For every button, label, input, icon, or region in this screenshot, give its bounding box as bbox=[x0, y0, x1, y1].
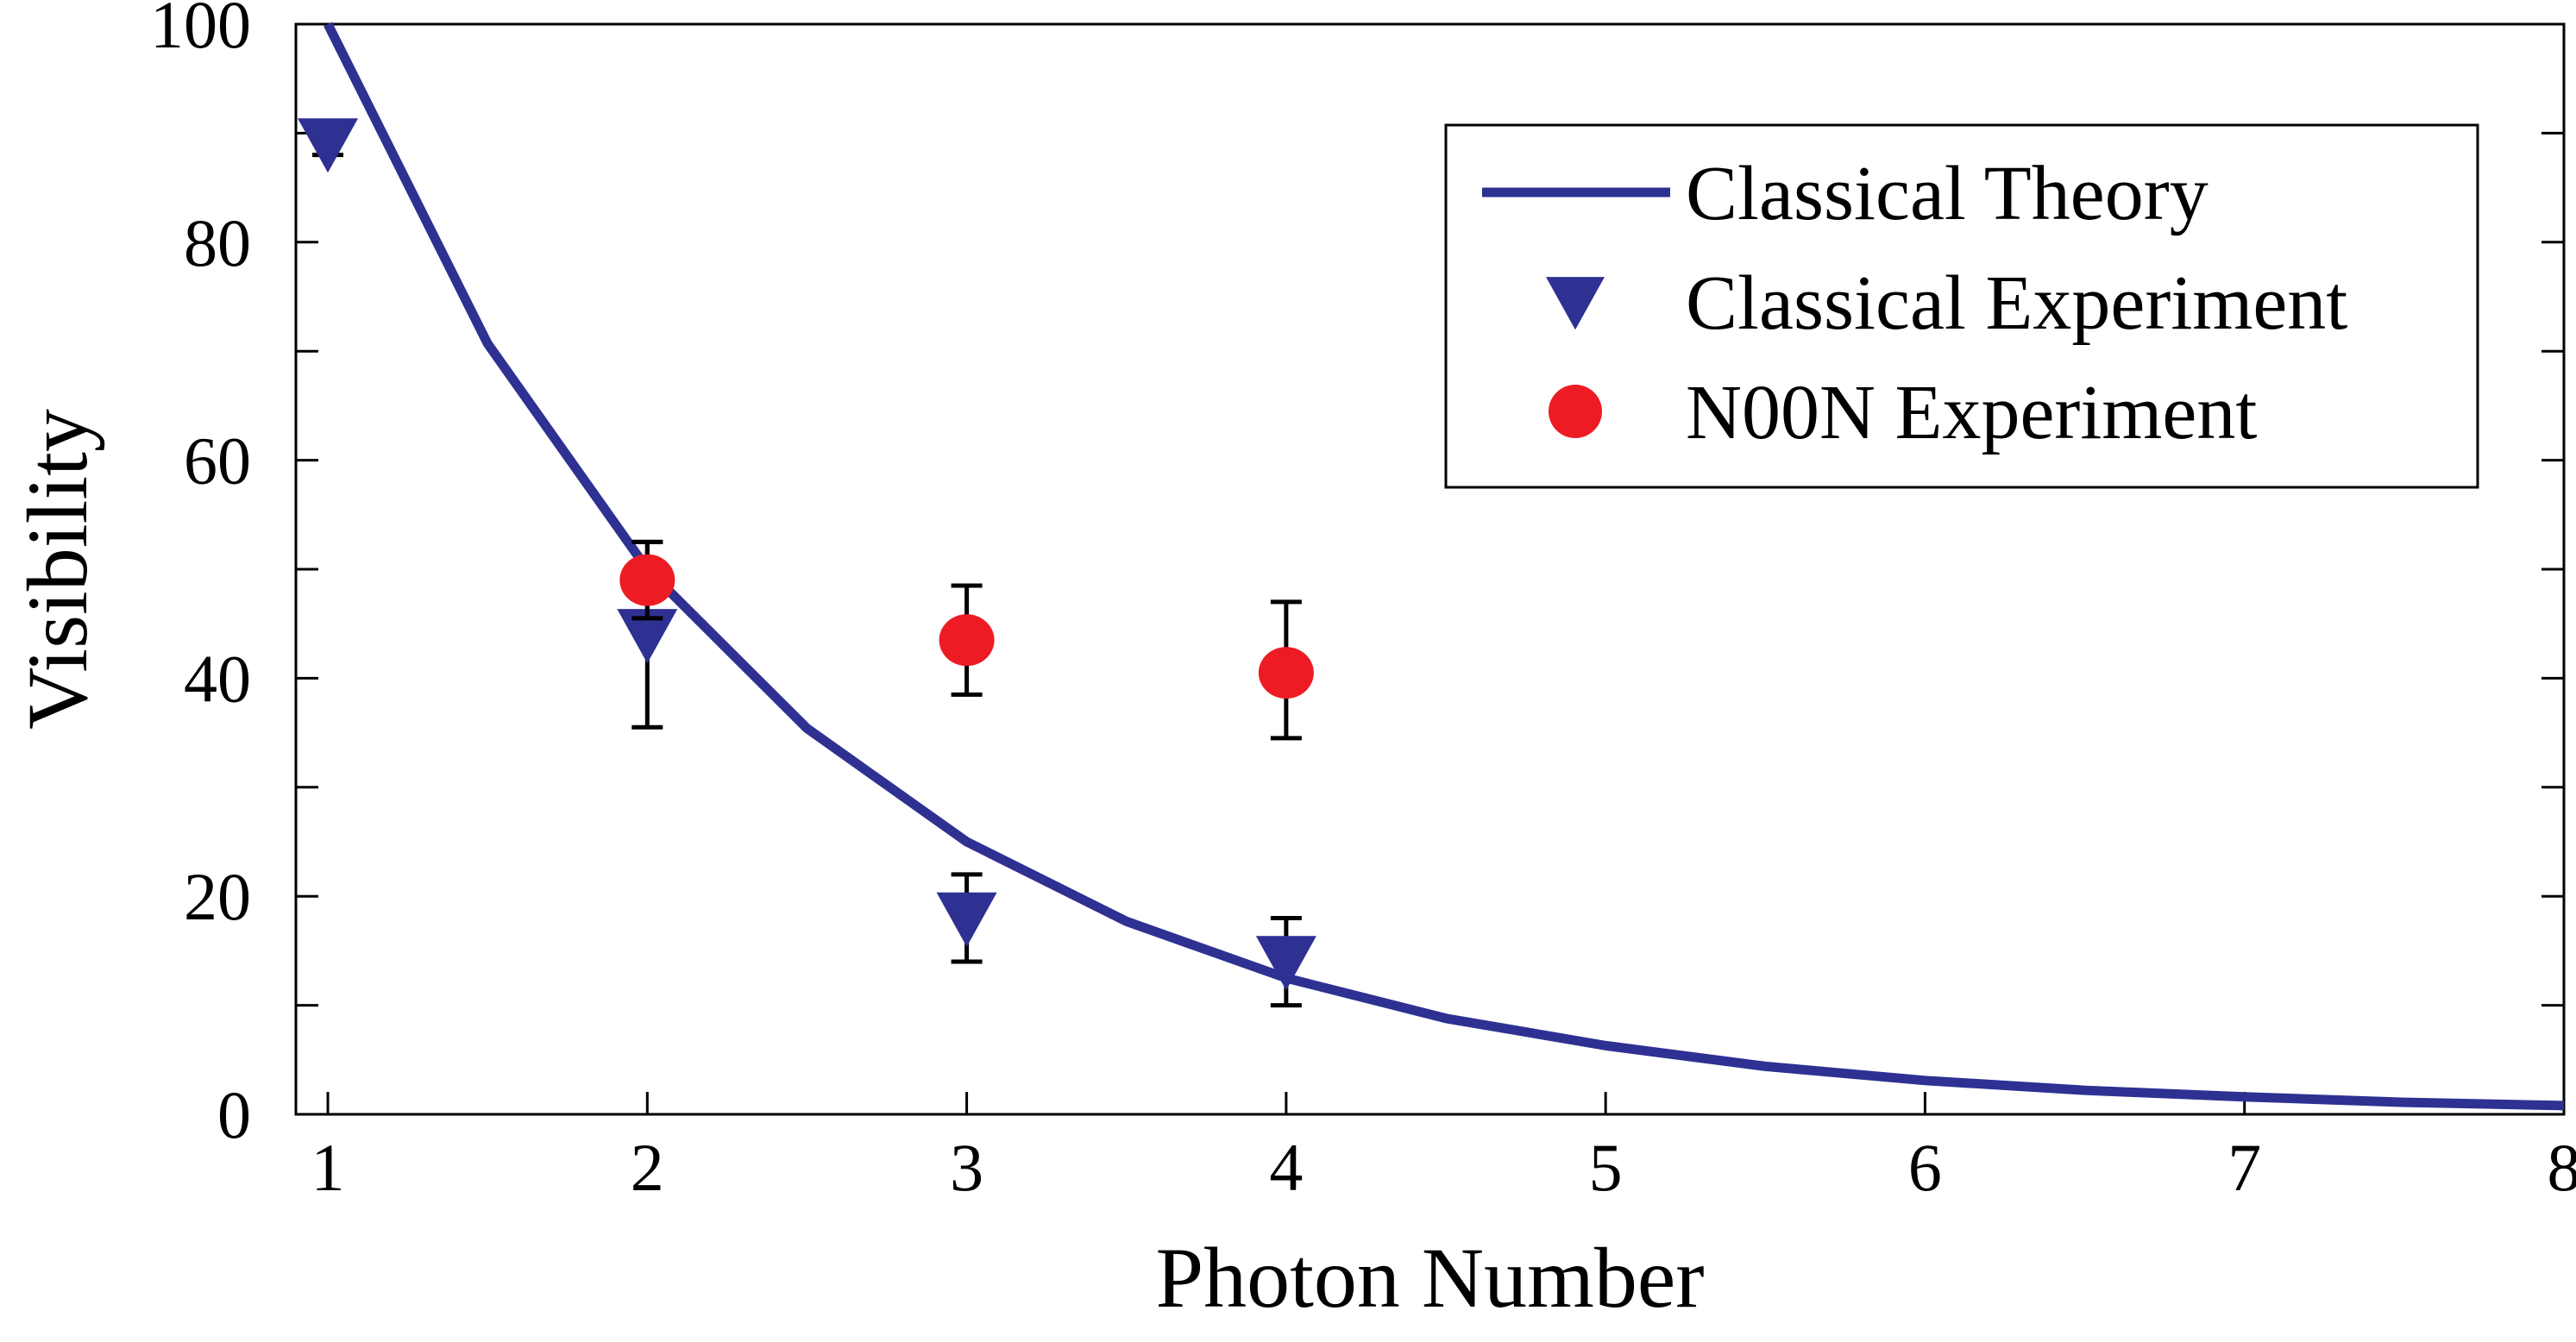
x-tick-label: 1 bbox=[311, 1130, 345, 1205]
series-line bbox=[324, 22, 2565, 1111]
legend-swatch-classical-experiment bbox=[1546, 277, 1605, 330]
series-layer bbox=[298, 22, 2565, 1111]
legend: Classical Theory Classical Experiment N0… bbox=[1444, 123, 2479, 489]
y-tick-label: 40 bbox=[184, 641, 251, 716]
n00n-experiment-point bbox=[939, 614, 995, 667]
x-tick-label: 4 bbox=[1269, 1130, 1303, 1205]
y-tick-label: 60 bbox=[184, 423, 251, 499]
x-tick-label: 5 bbox=[1589, 1130, 1623, 1205]
series-circle bbox=[619, 539, 1314, 741]
legend-swatch-n00n-experiment bbox=[1549, 385, 1602, 438]
x-tick-label: 7 bbox=[2227, 1130, 2261, 1205]
legend-box bbox=[1444, 123, 2479, 489]
classical-experiment-point bbox=[617, 609, 678, 664]
legend-label-classical-experiment: Classical Experiment bbox=[1686, 260, 2347, 346]
x-tick-label: 8 bbox=[2548, 1130, 2576, 1205]
legend-label-n00n-experiment: N00N Experiment bbox=[1686, 370, 2257, 455]
x-axis-label: Photon Number bbox=[1155, 1230, 1704, 1326]
y-tick-label: 20 bbox=[184, 859, 251, 934]
series-triangle-down bbox=[298, 118, 1316, 1008]
y-tick-label: 80 bbox=[184, 205, 251, 280]
x-tick-label: 6 bbox=[1908, 1130, 1942, 1205]
x-tick-label: 3 bbox=[950, 1130, 983, 1205]
classical-experiment-point bbox=[1255, 936, 1316, 991]
x-axis-ticks: 1 2 3 4 5 6 7 8 bbox=[311, 1092, 2576, 1205]
n00n-experiment-point bbox=[1258, 647, 1314, 699]
legend-label-classical-theory: Classical Theory bbox=[1686, 151, 2208, 236]
classical-experiment-point bbox=[298, 118, 359, 173]
n00n-experiment-point bbox=[619, 554, 675, 606]
classical-theory-line bbox=[324, 22, 2565, 1111]
y-tick-label: 0 bbox=[217, 1077, 251, 1152]
classical-experiment-point bbox=[936, 892, 997, 947]
y-axis-label: Visibility bbox=[9, 409, 105, 730]
y-tick-label: 100 bbox=[150, 0, 251, 62]
x-tick-label: 2 bbox=[631, 1130, 664, 1205]
y-axis-ticks: 0 20 40 60 80 100 bbox=[150, 0, 2564, 1152]
